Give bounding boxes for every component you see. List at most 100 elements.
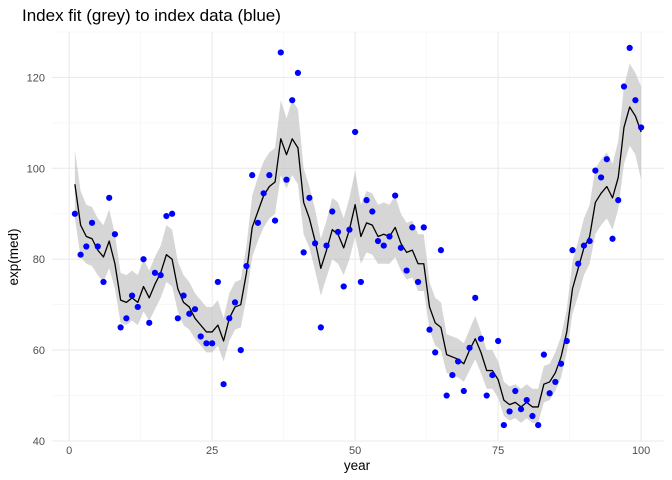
data-point (78, 252, 84, 258)
data-point (449, 372, 455, 378)
data-point (535, 422, 541, 428)
x-axis-title: year (344, 458, 371, 473)
data-point (398, 245, 404, 251)
data-point (220, 381, 226, 387)
data-point (444, 392, 450, 398)
data-point (266, 172, 272, 178)
data-point (524, 397, 530, 403)
x-tick-label: 75 (492, 445, 504, 457)
data-point (632, 97, 638, 103)
data-point (426, 327, 432, 333)
x-tick-label: 0 (66, 445, 72, 457)
data-point (261, 190, 267, 196)
data-point (72, 211, 78, 217)
data-point (558, 361, 564, 367)
data-point (564, 338, 570, 344)
data-point (135, 304, 141, 310)
data-point (432, 349, 438, 355)
data-point (598, 174, 604, 180)
x-tick-label: 100 (632, 445, 650, 457)
data-point (283, 177, 289, 183)
data-point (506, 408, 512, 414)
y-tick-label: 60 (33, 345, 45, 357)
data-point (163, 213, 169, 219)
data-point (461, 388, 467, 394)
data-point (249, 172, 255, 178)
data-point (89, 220, 95, 226)
data-point (186, 311, 192, 317)
chart-title: Index fit (grey) to index data (blue) (22, 6, 281, 25)
data-point (363, 197, 369, 203)
data-point (541, 352, 547, 358)
data-point (329, 208, 335, 214)
data-point (478, 336, 484, 342)
data-point (358, 279, 364, 285)
data-point (272, 217, 278, 223)
data-point (438, 247, 444, 253)
data-point (335, 229, 341, 235)
data-point (238, 347, 244, 353)
data-point (158, 272, 164, 278)
data-point (209, 340, 215, 346)
data-point (409, 224, 415, 230)
data-point (375, 238, 381, 244)
data-point (295, 70, 301, 76)
data-point (495, 338, 501, 344)
data-point (118, 324, 124, 330)
data-point (146, 320, 152, 326)
data-point (192, 306, 198, 312)
data-point (609, 236, 615, 242)
data-point (180, 292, 186, 298)
data-point (175, 315, 181, 321)
data-point (404, 267, 410, 273)
data-point (352, 129, 358, 135)
data-point (306, 195, 312, 201)
data-point (341, 283, 347, 289)
x-tick-label: 25 (206, 445, 218, 457)
data-point (106, 195, 112, 201)
data-point (140, 256, 146, 262)
data-point (301, 249, 307, 255)
data-point (501, 422, 507, 428)
data-point (198, 333, 204, 339)
data-point (369, 208, 375, 214)
data-point (638, 124, 644, 130)
data-point (215, 279, 221, 285)
data-point (226, 315, 232, 321)
data-point (95, 243, 101, 249)
data-point (289, 97, 295, 103)
data-point (512, 388, 518, 394)
data-point (346, 227, 352, 233)
data-point (621, 83, 627, 89)
data-point (592, 168, 598, 174)
data-point (466, 345, 472, 351)
data-point (518, 406, 524, 412)
data-point (455, 358, 461, 364)
data-point (123, 315, 129, 321)
y-axis-ticks: 40 60 80 100 120 (27, 72, 45, 448)
data-point (381, 242, 387, 248)
y-tick-label: 120 (27, 72, 45, 84)
data-point (83, 243, 89, 249)
data-point (415, 279, 421, 285)
data-point (587, 238, 593, 244)
data-point (169, 211, 175, 217)
data-point (255, 220, 261, 226)
data-point (323, 242, 329, 248)
data-point (129, 292, 135, 298)
data-point (232, 299, 238, 305)
x-tick-label: 50 (349, 445, 361, 457)
y-axis-title: exp(med) (6, 228, 21, 285)
data-point (278, 49, 284, 55)
data-point (318, 324, 324, 330)
data-point (312, 240, 318, 246)
data-point (152, 270, 158, 276)
data-point (575, 261, 581, 267)
x-axis-ticks: 0 25 50 75 100 (66, 445, 650, 457)
data-point (552, 379, 558, 385)
data-point (100, 279, 106, 285)
data-point (243, 263, 249, 269)
data-point (203, 340, 209, 346)
y-tick-label: 40 (33, 436, 45, 448)
